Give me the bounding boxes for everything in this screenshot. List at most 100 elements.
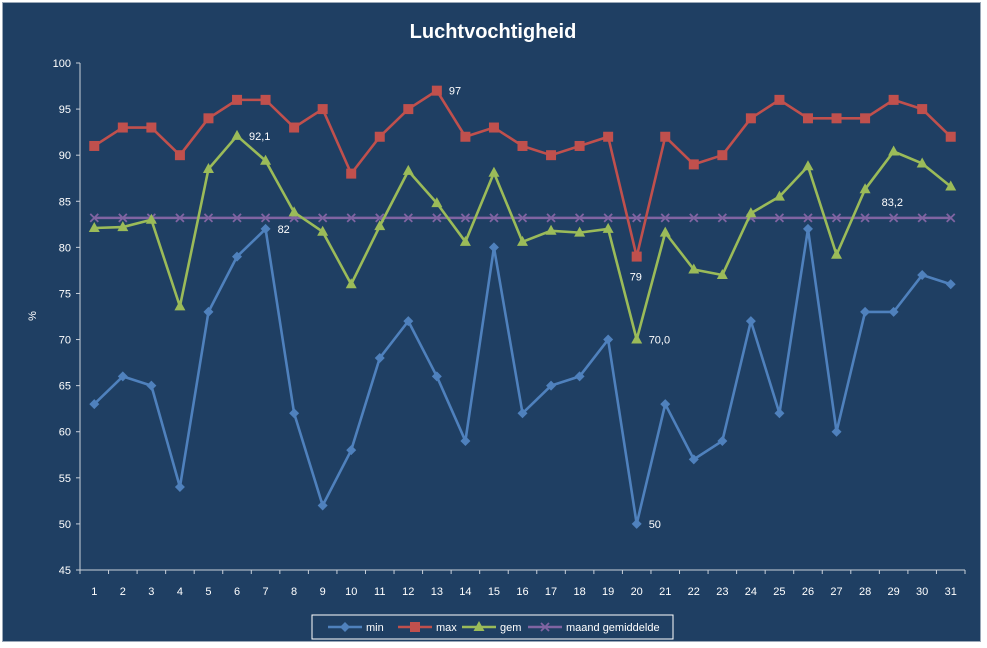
legend-marker-min [340,622,350,632]
series-gem [88,129,957,344]
point-max [232,94,243,105]
point-min [717,435,728,446]
point-gem [374,220,386,231]
point-max [346,168,357,179]
point-maand-gemiddelde [632,213,642,223]
point-gem [545,224,557,235]
point-maand-gemiddelde [660,213,670,223]
y-tick-label: 50 [59,519,71,531]
data-label: 83,2 [882,197,903,209]
point-max [146,122,157,133]
point-gem [431,197,443,208]
point-max [203,113,214,124]
legend-item-maand-gemiddelde: maand gemiddelde [528,622,660,634]
chart-title: Luchtvochtigheid [410,21,577,43]
point-min [631,518,642,529]
point-gem [117,221,129,232]
point-max [774,94,785,105]
legend-label-min: min [366,622,384,634]
point-max [517,140,528,151]
point-gem [488,166,500,177]
point-min [802,223,813,234]
point-min [146,380,157,391]
x-tick-label: 28 [859,586,871,598]
point-min [374,352,385,363]
point-max [317,104,328,115]
x-tick-label: 10 [345,586,357,598]
legend-label-gem: gem [500,622,521,634]
point-max [860,113,871,124]
data-label: 82 [278,224,290,236]
point-min [117,371,128,382]
x-tick-label: 9 [320,586,326,598]
point-min [232,251,243,262]
point-gem [317,225,329,236]
legend-label-max: max [436,622,457,634]
point-min [203,306,214,317]
point-gem [631,333,643,344]
point-maand-gemiddelde [232,213,242,223]
y-tick-label: 95 [59,104,71,116]
point-maand-gemiddelde [546,213,556,223]
y-tick-label: 90 [59,150,71,162]
point-min [346,445,357,456]
point-maand-gemiddelde [260,213,271,223]
point-gem [260,154,272,165]
point-maand-gemiddelde [517,213,528,223]
point-min [660,399,671,410]
legend-marker-maand-gemiddelde [540,622,550,632]
x-tick-label: 2 [120,586,126,598]
x-tick-label: 18 [573,586,585,598]
point-gem [688,263,700,274]
y-tick-label: 45 [59,565,71,577]
point-gem [145,213,157,224]
point-min [860,306,871,317]
x-tick-label: 23 [716,586,728,598]
point-gem [602,222,614,233]
x-tick-label: 24 [745,586,757,598]
point-max [289,122,300,133]
point-min [289,408,300,419]
data-label: 50 [649,519,661,531]
point-maand-gemiddelde [574,213,585,223]
series-min [89,223,956,529]
point-maand-gemiddelde [603,213,613,223]
data-label: 70,0 [649,335,670,347]
x-tick-label: 16 [516,586,528,598]
y-tick-label: 60 [59,427,71,439]
x-tick-label: 29 [888,586,900,598]
point-maand-gemiddelde [403,213,413,223]
point-maand-gemiddelde [803,213,813,223]
x-tick-label: 14 [459,586,471,598]
x-tick-label: 27 [830,586,842,598]
point-min [403,316,414,327]
point-max [831,113,842,124]
point-gem [174,300,186,311]
point-min [831,426,842,437]
legend: min max gem maand gemiddelde [311,614,674,640]
point-min [174,482,185,493]
x-tick-label: 20 [631,586,643,598]
point-gem [288,206,300,217]
point-min [89,399,100,410]
point-maand-gemiddelde [432,213,442,223]
point-min [431,371,442,382]
point-max [89,140,100,151]
point-gem [231,129,243,140]
series-max [89,85,956,262]
point-gem [831,248,843,259]
axes [79,63,965,571]
data-label: 92,1 [249,131,270,143]
point-gem [202,163,214,174]
point-max [546,150,557,161]
point-gem [802,160,814,171]
series-line-max [93,89,952,258]
point-min [945,279,956,290]
point-max [945,131,956,142]
x-tick-label: 7 [263,586,269,598]
x-tick-label: 8 [291,586,297,598]
point-min [317,500,328,511]
point-min [460,435,471,446]
point-max [802,113,813,124]
x-tick-label: 5 [205,586,211,598]
